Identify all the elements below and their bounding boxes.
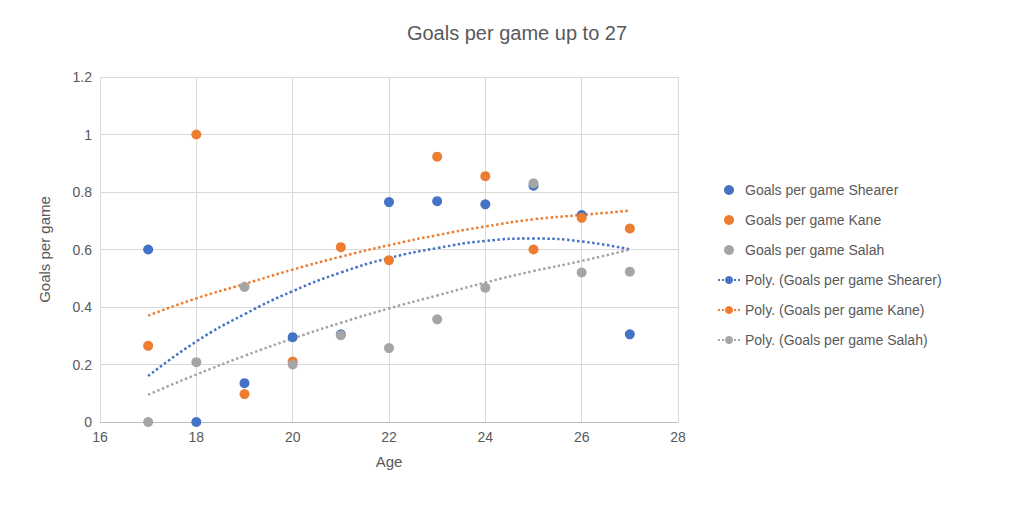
svg-text:Goals per game Kane: Goals per game Kane	[745, 212, 881, 228]
svg-text:18: 18	[189, 429, 205, 445]
svg-text:0: 0	[84, 414, 92, 430]
svg-text:Goals per game Shearer: Goals per game Shearer	[745, 182, 899, 198]
svg-text:Poly. (Goals per game Salah): Poly. (Goals per game Salah)	[745, 332, 928, 348]
svg-text:16: 16	[92, 429, 108, 445]
svg-text:Goals per game Salah: Goals per game Salah	[745, 242, 884, 258]
svg-text:0.4: 0.4	[73, 299, 93, 315]
svg-text:22: 22	[381, 429, 397, 445]
svg-text:24: 24	[478, 429, 494, 445]
svg-text:0.2: 0.2	[73, 357, 93, 373]
svg-text:1: 1	[84, 127, 92, 143]
svg-text:0.8: 0.8	[73, 184, 93, 200]
svg-text:Goals per game: Goals per game	[36, 196, 53, 303]
svg-text:Poly. (Goals per game Kane): Poly. (Goals per game Kane)	[745, 302, 925, 318]
svg-text:0.6: 0.6	[73, 242, 93, 258]
svg-text:Goals per game up to 27: Goals per game up to 27	[407, 22, 627, 44]
svg-text:1.2: 1.2	[73, 69, 93, 85]
svg-text:26: 26	[574, 429, 590, 445]
svg-text:Poly. (Goals per game Shearer): Poly. (Goals per game Shearer)	[745, 272, 942, 288]
svg-text:Age: Age	[376, 453, 403, 470]
svg-text:20: 20	[285, 429, 301, 445]
svg-text:28: 28	[670, 429, 686, 445]
